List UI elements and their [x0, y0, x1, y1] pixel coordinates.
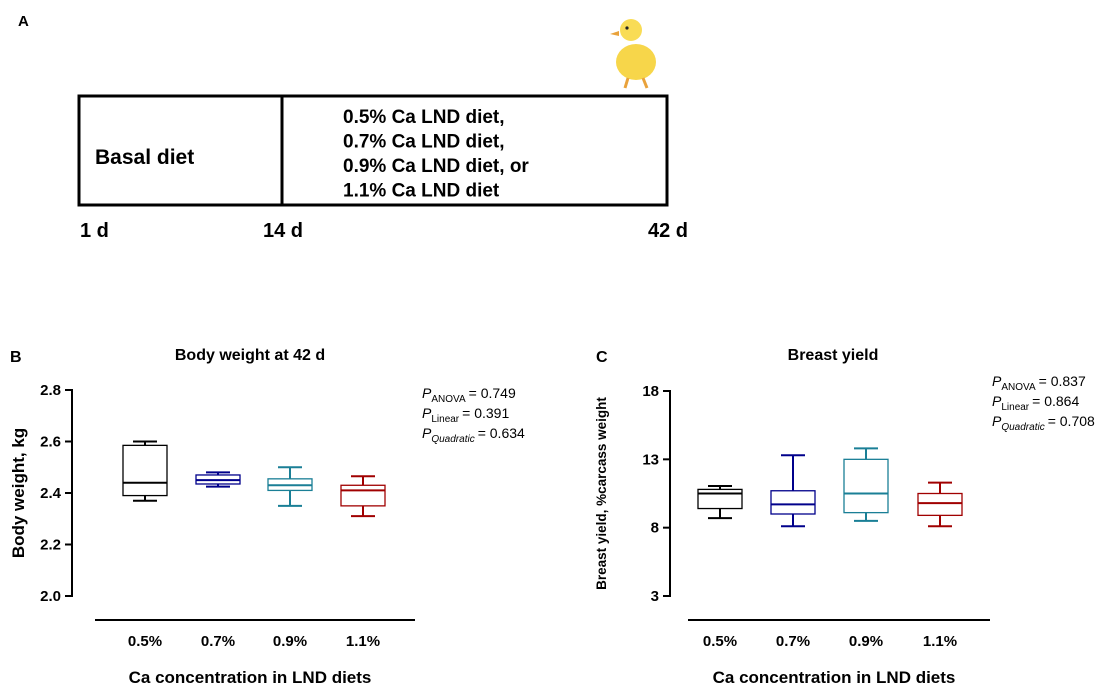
panel-label: A [18, 13, 29, 30]
y-tick-label: 2.4 [40, 485, 62, 502]
p-value: = 0.749 [469, 385, 516, 401]
stat-annotation: PLinear= 0.391 [422, 405, 509, 425]
chart: C Breast yield 3 8 13 18 0.5% 0.7% 0.9% 1.1% Ca co… [594, 347, 1095, 685]
day-label: 14 d [263, 220, 303, 242]
diet-line: 0.7% Ca LND diet, [343, 132, 505, 153]
p-value: = 0.708 [1048, 413, 1095, 429]
x-tick-label: 0.9% [273, 633, 307, 650]
basal-diet: Basal diet [95, 146, 194, 169]
panel-label: B [10, 349, 22, 366]
y-tick-label: 13 [642, 451, 659, 468]
p-subscript: Quadratic [431, 434, 474, 445]
y-tick-label: 8 [651, 520, 659, 537]
x-tick-label: 0.5% [703, 633, 737, 650]
panel-label: C [596, 349, 608, 366]
diet-line: 1.1% Ca LND diet [343, 181, 500, 202]
p-value: = 0.634 [478, 425, 525, 441]
box [771, 491, 815, 514]
chart: B Body weight at 42 d 2.0 2.2 2.4 2.6 2.8 0.5% 0… [9, 347, 525, 685]
chart-title: Breast yield [788, 347, 879, 364]
box [844, 459, 888, 512]
y-tick-label: 2.2 [40, 537, 61, 554]
stat-annotation: PANOVA= 0.749 [422, 385, 516, 405]
p-value: = 0.864 [1032, 393, 1079, 409]
x-tick-label: 1.1% [923, 633, 957, 650]
x-tick-label: 0.7% [776, 633, 810, 650]
box [918, 494, 962, 516]
x-tick-label: 0.5% [128, 633, 162, 650]
p-value: = 0.391 [462, 405, 509, 421]
y-axis-label: Breast yield, %carcass weight [594, 397, 609, 590]
diet-line: 0.9% Ca LND diet, or [343, 156, 529, 177]
x-tick-label: 0.9% [849, 633, 883, 650]
stat-annotation: PLinear= 0.864 [992, 393, 1079, 413]
diet-line: 0.5% Ca LND diet, [343, 107, 505, 128]
x-axis-label: Ca concentration in LND diets [129, 668, 372, 685]
charts: B Body weight at 42 d 2.0 2.2 2.4 2.6 2.8 0.5% 0… [9, 347, 1095, 685]
p-subscript: Linear [1001, 402, 1029, 413]
figure: A Basal diet 0.5% Ca LND diet, 0.7% Ca LN… [0, 0, 1110, 685]
stat-annotation: PQuadratic= 0.634 [422, 425, 525, 445]
p-subscript: Quadratic [1001, 422, 1044, 433]
box [341, 485, 385, 506]
x-tick-label: 1.1% [346, 633, 380, 650]
stat-annotation: PANOVA= 0.837 [992, 373, 1086, 393]
day-labels: 1 d 14 d 42 d [80, 220, 688, 242]
duck-icon [610, 19, 656, 88]
day-label: 42 d [648, 220, 688, 242]
diet-list: 0.5% Ca LND diet, 0.7% Ca LND diet, 0.9% C… [343, 107, 529, 202]
p-value: = 0.837 [1039, 373, 1086, 389]
y-tick-label: 18 [642, 383, 659, 400]
x-tick-label: 0.7% [201, 633, 235, 650]
x-axis-label: Ca concentration in LND diets [713, 668, 956, 685]
y-tick-label: 3 [651, 588, 659, 605]
y-tick-label: 2.8 [40, 382, 61, 399]
box [123, 445, 167, 495]
p-subscript: ANOVA [1001, 382, 1036, 393]
day-label: 1 d [80, 220, 109, 242]
p-subscript: ANOVA [431, 394, 466, 405]
p-subscript: Linear [431, 414, 459, 425]
y-axis-label: Body weight, kg [9, 428, 28, 558]
stat-annotation: PQuadratic= 0.708 [992, 413, 1095, 433]
box [698, 489, 742, 508]
chart-title: Body weight at 42 d [175, 347, 325, 364]
y-tick-label: 2.6 [40, 434, 61, 451]
y-tick-label: 2.0 [40, 588, 61, 605]
